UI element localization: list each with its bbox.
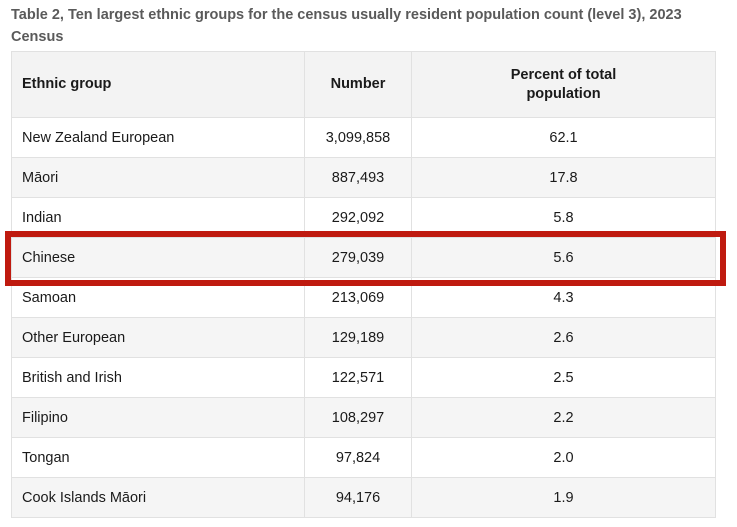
cell-ethnic-group: Other European: [11, 317, 305, 358]
cell-ethnic-group: New Zealand European: [11, 117, 305, 158]
cell-ethnic-group: Samoan: [11, 277, 305, 318]
cell-ethnic-group: Tongan: [11, 437, 305, 478]
header-ethnic-group: Ethnic group: [11, 51, 305, 118]
cell-number: 279,039: [304, 237, 412, 278]
cell-number: 292,092: [304, 197, 412, 238]
cell-number: 97,824: [304, 437, 412, 478]
cell-number: 94,176: [304, 477, 412, 518]
cell-percent: 2.2: [411, 397, 716, 438]
table-caption: Table 2, Ten largest ethnic groups for t…: [11, 7, 682, 45]
table-row: Filipino 108,297 2.2: [11, 397, 716, 438]
cell-number: 129,189: [304, 317, 412, 358]
header-percent: Percent of total population: [411, 51, 716, 118]
cell-number: 122,571: [304, 357, 412, 398]
cell-ethnic-group: Chinese: [11, 237, 305, 278]
cell-percent: 4.3: [411, 277, 716, 318]
cell-number: 108,297: [304, 397, 412, 438]
table-row-highlighted: Chinese 279,039 5.6: [11, 237, 716, 278]
table-header-row: Ethnic group Number Percent of total pop…: [11, 51, 716, 118]
cell-percent: 17.8: [411, 157, 716, 198]
header-number: Number: [304, 51, 412, 118]
table-row: Indian 292,092 5.8: [11, 197, 716, 238]
cell-ethnic-group: British and Irish: [11, 357, 305, 398]
cell-percent: 5.8: [411, 197, 716, 238]
table-row: Māori 887,493 17.8: [11, 157, 716, 198]
header-percent-label: Percent of total population: [510, 66, 617, 102]
cell-percent: 1.9: [411, 477, 716, 518]
cell-percent: 62.1: [411, 117, 716, 158]
cell-number: 3,099,858: [304, 117, 412, 158]
cell-percent: 2.6: [411, 317, 716, 358]
cell-number: 213,069: [304, 277, 412, 318]
cell-ethnic-group: Indian: [11, 197, 305, 238]
cell-percent: 2.0: [411, 437, 716, 478]
table-row: New Zealand European 3,099,858 62.1: [11, 117, 716, 158]
cell-percent: 5.6: [411, 237, 716, 278]
table-row: Other European 129,189 2.6: [11, 317, 716, 358]
cell-number: 887,493: [304, 157, 412, 198]
cell-ethnic-group: Māori: [11, 157, 305, 198]
table-row: Cook Islands Māori 94,176 1.9: [11, 477, 716, 518]
cell-ethnic-group: Cook Islands Māori: [11, 477, 305, 518]
table-row: British and Irish 122,571 2.5: [11, 357, 716, 398]
table-row: Tongan 97,824 2.0: [11, 437, 716, 478]
cell-percent: 2.5: [411, 357, 716, 398]
cell-ethnic-group: Filipino: [11, 397, 305, 438]
ethnic-groups-table: Ethnic group Number Percent of total pop…: [11, 51, 716, 518]
table-row: Samoan 213,069 4.3: [11, 277, 716, 318]
